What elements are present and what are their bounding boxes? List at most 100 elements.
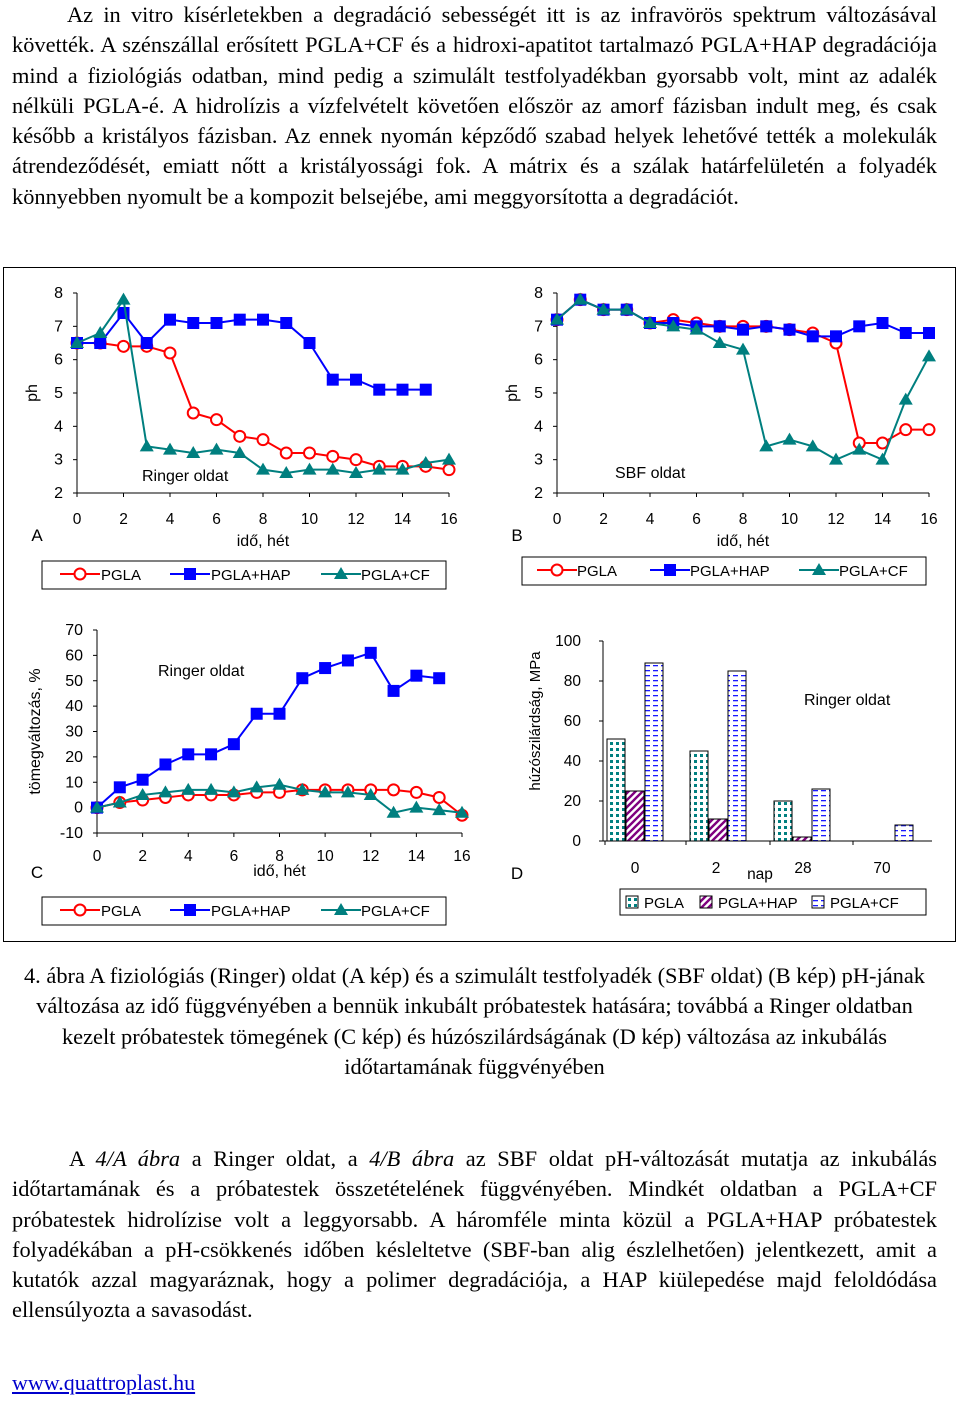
x-axis-label: nap <box>747 866 773 883</box>
data-point-pgla-hap <box>350 373 362 386</box>
data-point-pgla <box>303 446 316 460</box>
data-point-pgla-hap <box>830 330 842 343</box>
legend-label: PGLA+CF <box>830 895 899 912</box>
legend: PGLA PGLA+HAP PGLA+CF <box>521 556 927 586</box>
data-point-pgla-hap <box>899 327 912 339</box>
figure-caption: 4. ábra A fiziológiás (Ringer) oldat (A … <box>23 963 925 1079</box>
data-point-pgla-hap <box>303 337 316 349</box>
data-point-pgla-cf <box>363 787 378 800</box>
panel-annotation: SBF oldat <box>615 465 686 482</box>
data-point-pgla-cf <box>689 322 704 335</box>
x-tick-label: 0 <box>553 511 562 528</box>
data-point-pgla-hap <box>806 330 819 343</box>
x-tick-label: 6 <box>692 511 701 528</box>
y-tick-label: 7 <box>534 318 543 335</box>
chart-panel-c: -10 0 10 20 30 40 50 60 70 0 2 4 6 8 10 12 14 16 idő, hét t… <box>27 622 471 926</box>
legend-marker <box>334 903 348 915</box>
bar-pgla-cf <box>727 670 747 842</box>
data-point-pgla <box>279 446 293 460</box>
data-point-pgla-hap <box>737 323 749 336</box>
x-tick-label: 8 <box>739 511 748 528</box>
data-point-pgla-cf <box>432 803 447 816</box>
y-tick-label: 6 <box>534 352 543 369</box>
data-point-pgla-hap <box>187 317 200 329</box>
data-point-pgla-cf <box>116 292 131 305</box>
x-tick-label: 6 <box>230 848 239 865</box>
data-point-pgla-hap <box>319 662 332 675</box>
panel-letter: D <box>511 864 523 883</box>
y-tick-label: 6 <box>54 352 63 369</box>
legend-box <box>41 560 447 590</box>
data-point-pgla-cf <box>70 336 84 348</box>
y-tick-label: -10 <box>60 825 83 842</box>
data-point-pgla-hap <box>280 317 293 329</box>
x-tick-label: 10 <box>301 511 319 528</box>
bar-pgla <box>606 738 626 842</box>
panel-letter: C <box>31 863 43 882</box>
data-point-pgla-cf <box>386 805 401 818</box>
data-point-pgla <box>899 423 913 437</box>
data-point-pgla <box>256 433 270 447</box>
y-tick-label: 70 <box>65 622 83 639</box>
p3-ref-4a: 4/A ábra <box>95 1146 181 1171</box>
y-axis-label: ph <box>504 384 521 402</box>
legend-marker <box>550 563 564 577</box>
y-tick-label: 40 <box>564 753 582 770</box>
x-tick-label: 10 <box>781 511 799 528</box>
data-point-pgla-cf <box>204 782 219 795</box>
y-tick-label: 80 <box>564 673 582 690</box>
x-tick-label: 8 <box>259 511 268 528</box>
data-point-pgla-hap <box>364 646 377 659</box>
data-point-pgla-cf <box>139 439 154 452</box>
footer-link[interactable]: www.quattroplast.hu <box>12 1370 196 1395</box>
data-point-pgla-hap <box>760 320 773 333</box>
data-point-pgla-cf <box>395 462 410 475</box>
data-point-pgla-cf <box>409 800 424 813</box>
legend-marker <box>184 568 196 580</box>
data-point-pgla-hap <box>210 317 223 329</box>
x-tick-label: 6 <box>212 511 221 528</box>
data-point-pgla-cf <box>805 439 820 452</box>
bar-pgla-hap <box>625 790 645 842</box>
legend-swatch <box>699 895 713 909</box>
bar-pgla <box>773 800 793 842</box>
series-line-pgla-hap <box>96 651 440 809</box>
bar-pgla-cf <box>644 662 664 842</box>
legend-label: PGLA+HAP <box>718 895 798 912</box>
data-point-pgla-cf <box>596 302 611 315</box>
data-point-pgla-cf <box>922 349 936 362</box>
x-tick-label: 14 <box>874 511 892 528</box>
legend-marker <box>664 564 676 576</box>
y-tick-label: 60 <box>65 647 83 664</box>
x-tick-label: 12 <box>362 848 379 865</box>
figure-4: 2 3 4 5 6 7 8 0 2 4 6 8 10 12 14 16 idő, hét ph A Ringer ol… <box>3 267 956 942</box>
y-tick-label: 8 <box>534 285 543 302</box>
data-point-pgla-cf <box>181 782 196 795</box>
y-tick-label: 5 <box>534 385 543 402</box>
data-point-pgla-cf <box>272 777 287 790</box>
x-tick-label: 10 <box>317 848 335 865</box>
data-point-pgla-hap <box>396 383 409 396</box>
data-point-pgla-cf <box>232 446 247 458</box>
x-tick-label: 4 <box>646 511 655 528</box>
x-tick-label: 16 <box>453 848 470 865</box>
panel-letter: B <box>511 526 522 545</box>
legend-label: PGLA <box>577 563 617 580</box>
data-point-pgla-cf <box>442 452 456 465</box>
y-tick-label: 0 <box>74 800 83 817</box>
y-tick-label: 40 <box>65 698 83 715</box>
p3-text-2: a Ringer oldat, a <box>180 1146 370 1171</box>
data-point-pgla-cf <box>302 462 317 475</box>
legend-marker <box>184 904 196 916</box>
data-point-pgla <box>387 783 401 797</box>
y-tick-label: 60 <box>564 713 582 730</box>
data-point-pgla <box>409 785 423 799</box>
data-point-pgla-cf <box>455 805 469 818</box>
legend-label: PGLA+HAP <box>211 903 291 920</box>
y-axis-label: húzószilárdság, MPa <box>527 651 544 791</box>
data-point-pgla-cf <box>759 439 774 452</box>
data-point-pgla <box>349 453 363 467</box>
data-point-pgla-cf <box>279 466 294 478</box>
